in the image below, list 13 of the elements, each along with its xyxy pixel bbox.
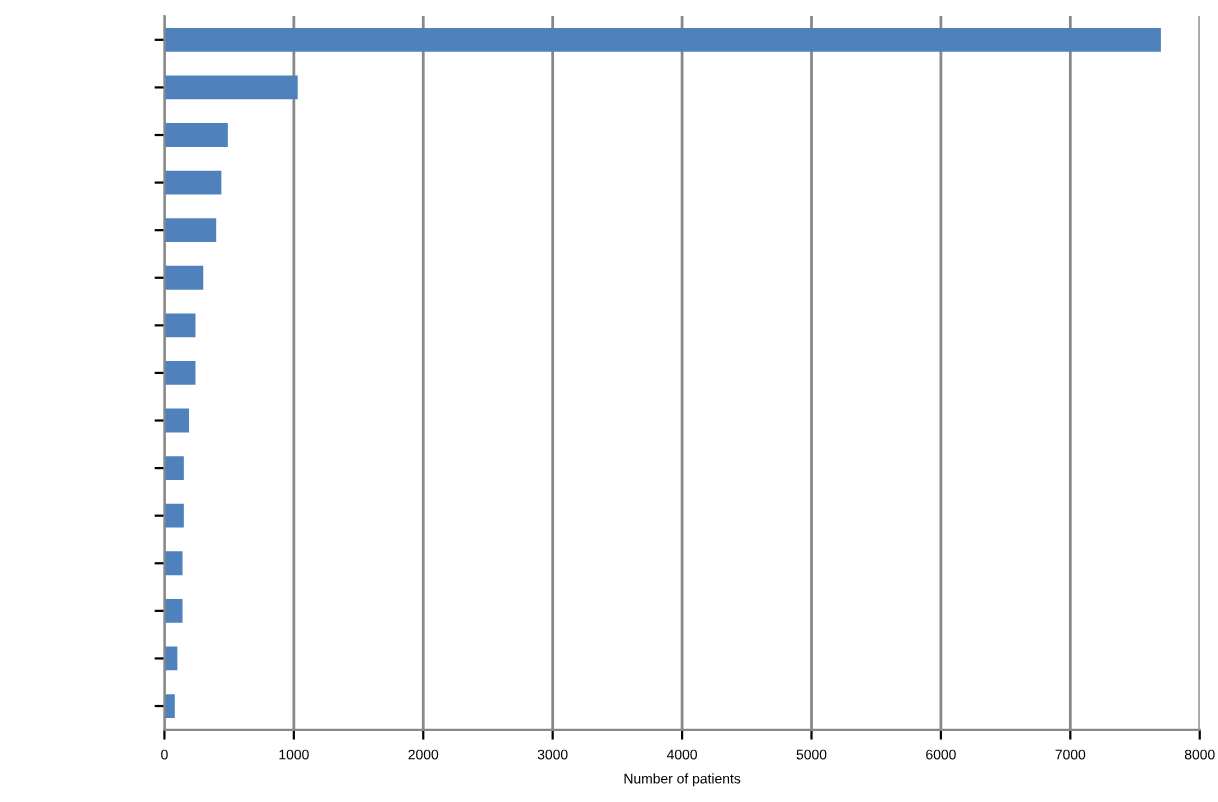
bar — [164, 27, 1161, 52]
bar — [164, 218, 217, 243]
bar — [164, 408, 190, 433]
bar — [164, 313, 196, 338]
bar — [164, 75, 298, 100]
bar — [164, 598, 183, 623]
bar — [164, 456, 184, 480]
bar — [164, 265, 204, 290]
bar — [164, 170, 222, 195]
bar — [164, 361, 196, 385]
bar — [164, 503, 184, 528]
bar — [164, 551, 183, 576]
bar — [164, 123, 228, 147]
